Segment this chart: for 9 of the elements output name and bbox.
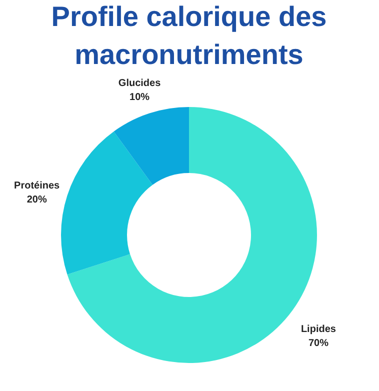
data-label: 10%	[130, 92, 150, 103]
slice-label: Glucides	[118, 78, 162, 89]
donut-slice	[114, 107, 189, 185]
slice-label: Lipides	[300, 324, 336, 336]
data-label: 20%	[26, 194, 47, 206]
slice-label: Protéines	[14, 180, 60, 192]
data-label: 70%	[308, 338, 329, 350]
chart-title: Profile calorique des macronutriments	[51, 0, 327, 70]
donut-slice	[61, 131, 153, 275]
